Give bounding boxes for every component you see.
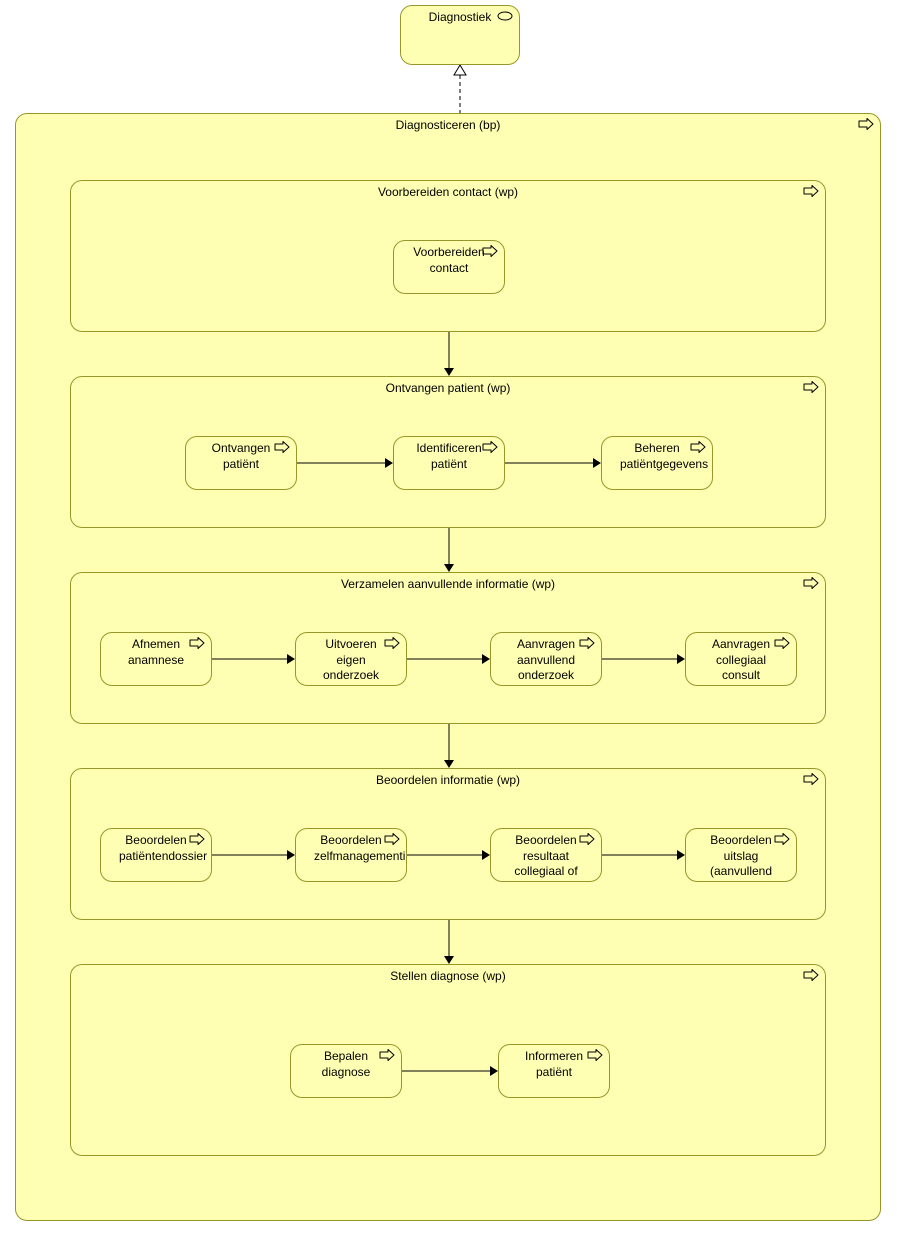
process-node-4-1-label: Informeren patiënt	[499, 1045, 609, 1082]
process-node-4-1: Informeren patiënt	[498, 1044, 610, 1098]
process-node-4-0-label: Bepalen diagnose	[291, 1045, 401, 1082]
wp-group-4: Stellen diagnose (wp)	[70, 964, 826, 1156]
bp-container-label: Diagnosticeren (bp)	[16, 114, 880, 136]
process-node-2-2-label: Aanvragen aanvullend onderzoek	[491, 633, 601, 686]
process-node-1-2: Beheren patiëntgegevens	[601, 436, 713, 490]
process-node-1-0: Ontvangen patiënt	[185, 436, 297, 490]
process-node-2-0: Afnemen anamnese	[100, 632, 212, 686]
top-service-node-label: Diagnostiek	[401, 6, 519, 28]
process-node-3-3-label: Beoordelen uitslag (aanvullend of eigen)	[686, 829, 796, 882]
process-node-3-0-label: Beoordelen patiëntendossier	[101, 829, 211, 866]
process-node-2-0-label: Afnemen anamnese	[101, 633, 211, 670]
process-node-3-2-label: Beoordelen resultaat collegiaal of exter…	[491, 829, 601, 882]
process-node-2-2: Aanvragen aanvullend onderzoek	[490, 632, 602, 686]
wp-group-1-label: Ontvangen patient (wp)	[71, 377, 825, 399]
process-node-3-1: Beoordelen zelfmanagementinformatie	[295, 828, 407, 882]
process-node-1-1-label: Identificeren patiënt	[394, 437, 504, 474]
wp-group-2-label: Verzamelen aanvullende informatie (wp)	[71, 573, 825, 595]
process-node-3-0: Beoordelen patiëntendossier	[100, 828, 212, 882]
process-node-1-1: Identificeren patiënt	[393, 436, 505, 490]
process-node-1-0-label: Ontvangen patiënt	[186, 437, 296, 474]
wp-group-3-label: Beoordelen informatie (wp)	[71, 769, 825, 791]
process-node-2-1-label: Uitvoeren eigen onderzoek	[296, 633, 406, 686]
wp-group-0-label: Voorbereiden contact (wp)	[71, 181, 825, 203]
wp-group-4-label: Stellen diagnose (wp)	[71, 965, 825, 987]
process-node-3-1-label: Beoordelen zelfmanagementinformatie	[296, 829, 406, 866]
process-node-4-0: Bepalen diagnose	[290, 1044, 402, 1098]
process-node-1-2-label: Beheren patiëntgegevens	[602, 437, 712, 474]
process-node-0-0-label: Voorbereiden contact	[394, 241, 504, 278]
process-node-0-0: Voorbereiden contact	[393, 240, 505, 294]
process-node-2-3: Aanvragen collegiaal consult	[685, 632, 797, 686]
process-node-3-3: Beoordelen uitslag (aanvullend of eigen)	[685, 828, 797, 882]
process-node-2-3-label: Aanvragen collegiaal consult	[686, 633, 796, 686]
top-service-node: Diagnostiek	[400, 5, 520, 65]
process-node-2-1: Uitvoeren eigen onderzoek	[295, 632, 407, 686]
realization-arrow	[452, 65, 468, 113]
diagram-canvas: Diagnosticeren (bp) Voorbereiden contact …	[0, 0, 897, 1233]
process-node-3-2: Beoordelen resultaat collegiaal of exter…	[490, 828, 602, 882]
